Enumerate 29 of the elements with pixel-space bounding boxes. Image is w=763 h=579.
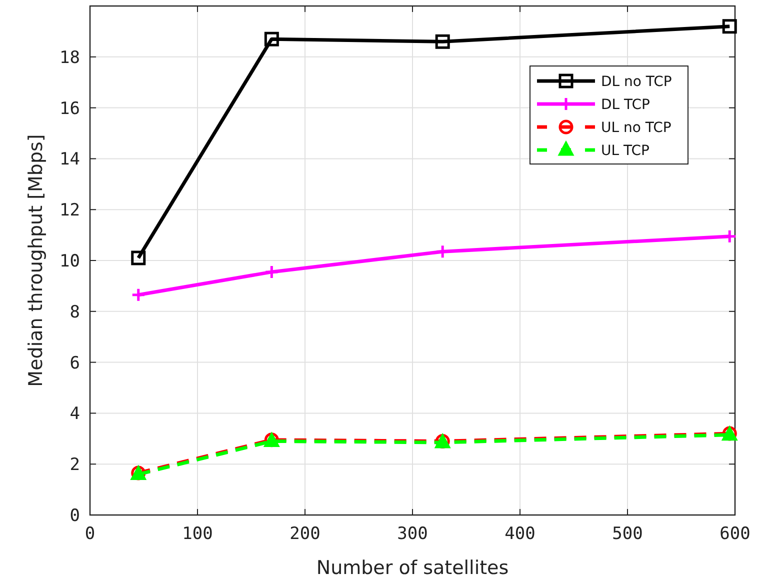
y-tick-label: 2 [70,455,80,476]
x-tick-label: 300 [397,524,428,544]
y-tick-label: 6 [70,353,80,374]
x-axis-title: Number of satellites [316,557,509,579]
x-tick-label: 0 [84,524,96,544]
point [435,34,450,49]
x-tick-label: 500 [612,524,643,544]
y-tick-label: 10 [60,252,80,272]
y-tick-label: 14 [60,150,80,170]
point [131,250,146,266]
x-tick-label: 600 [720,524,750,544]
y-tick-label: 0 [70,506,80,526]
x-tick-label: 400 [504,524,536,544]
legend-label: UL TCP [601,143,650,159]
point [264,264,279,280]
y-tick-label: 12 [60,200,80,221]
legend-label: DL no TCP [601,74,672,90]
point [264,32,279,46]
y-axis-title: Median throughput [Mbps] [25,134,47,387]
point [131,288,146,302]
x-tick-label: 100 [182,524,213,544]
y-tick-label: 4 [70,404,80,424]
y-tick-label: 18 [60,48,80,68]
y-tick-label: 16 [60,98,80,119]
x-tick-label: 200 [290,524,320,544]
y-tick-label: 8 [70,302,80,322]
legend-label: DL TCP [601,97,650,113]
point [722,19,737,34]
legend-label: UL no TCP [601,120,672,136]
